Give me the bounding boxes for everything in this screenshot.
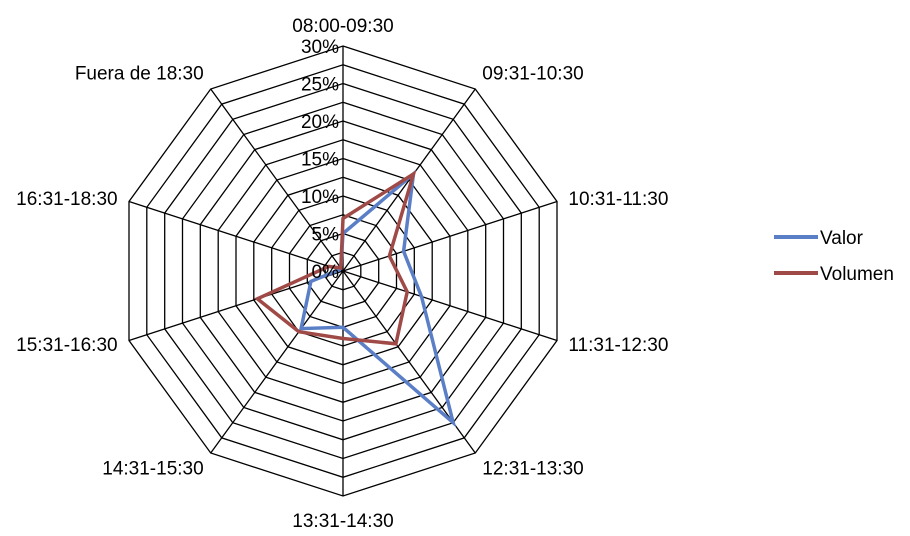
category-label: 10:31-11:30: [568, 189, 668, 210]
legend-label-valor: Valor: [820, 228, 864, 249]
category-label: 16:31-18:30: [16, 189, 117, 210]
legend: Valor Volumen: [774, 228, 894, 285]
grid-spoke: [342, 200, 558, 272]
legend-item-volumen: Volumen: [774, 264, 894, 285]
grid-spoke: [128, 270, 344, 342]
tick-label: 0%: [312, 262, 340, 283]
grid-spoke: [210, 270, 344, 454]
tick-label: 30%: [301, 37, 339, 58]
category-label: 11:31-12:30: [568, 335, 668, 356]
radar-grid: [128, 45, 558, 497]
tick-label: 20%: [301, 112, 339, 133]
tick-label: 10%: [301, 187, 339, 208]
tick-label: 5%: [312, 225, 340, 246]
legend-label-volumen: Volumen: [820, 264, 894, 285]
category-label: 14:31-15:30: [102, 459, 203, 480]
legend-item-valor: Valor: [774, 228, 864, 249]
category-label: 12:31-13:30: [482, 459, 583, 480]
category-labels: 08:00-09:30 09:31-10:30 10:31-11:30 11:31-1…: [16, 16, 668, 532]
tick-label: 15%: [301, 150, 339, 171]
radial-tick-labels: 0% 5% 10% 15% 20% 25% 30%: [301, 37, 339, 283]
tick-label: 25%: [301, 75, 339, 96]
category-label: 15:31-16:30: [16, 335, 117, 356]
grid-spoke: [342, 270, 558, 342]
grid-spoke: [128, 200, 344, 272]
grid-spoke: [210, 88, 344, 272]
category-label: 08:00-09:30: [292, 16, 393, 37]
grid-spoke: [342, 88, 476, 272]
category-label: 13:31-14:30: [292, 511, 393, 532]
category-label: 09:31-10:30: [482, 63, 583, 84]
category-label: Fuera de 18:30: [75, 63, 204, 84]
radar-series: [254, 169, 457, 428]
